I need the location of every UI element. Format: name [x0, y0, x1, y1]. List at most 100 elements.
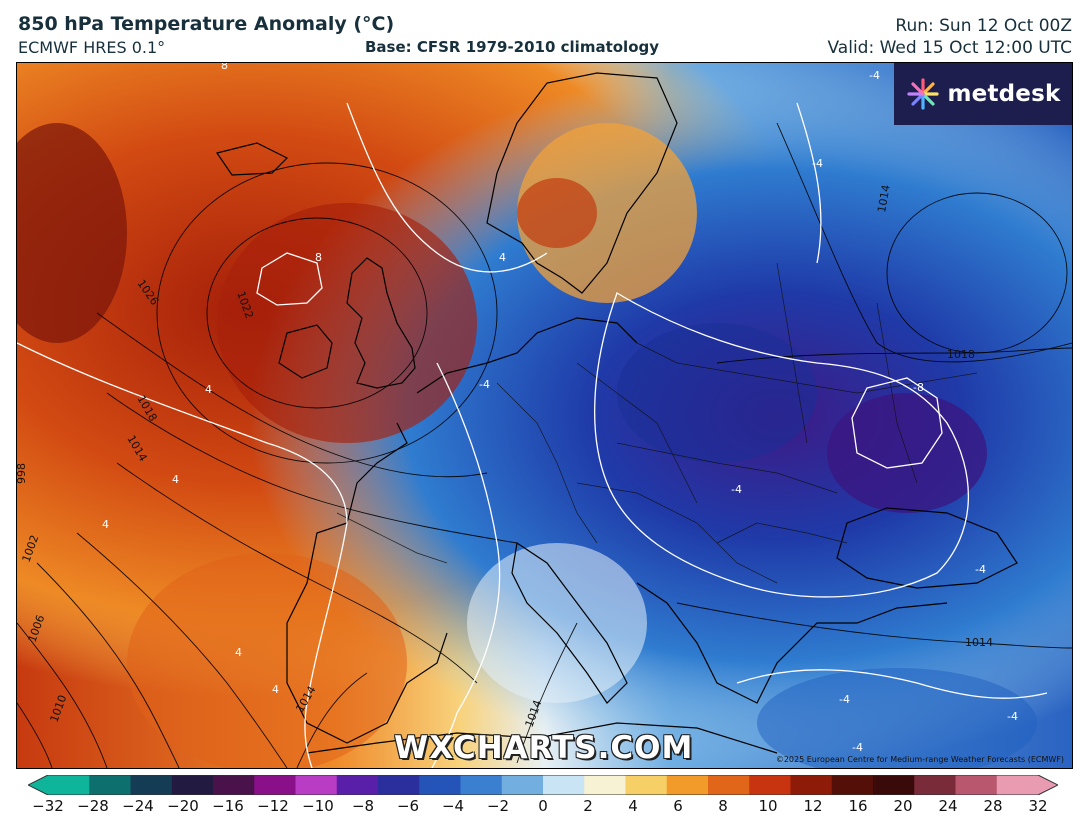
valid-time-label: Valid: Wed 15 Oct 12:00 UTC: [827, 38, 1073, 58]
isobar-label: 1014: [965, 636, 993, 649]
colorbar-segment: [213, 775, 255, 795]
italy-pale: [467, 543, 647, 703]
colorbar-segment: [336, 775, 379, 795]
scandinavia-warm: [517, 123, 697, 303]
colorbar: [28, 775, 1058, 795]
anomaly-label: 8: [315, 251, 322, 264]
colorbar-segment: [543, 775, 585, 795]
model-label: ECMWF HRES 0.1°: [18, 38, 166, 57]
anomaly-label: -4: [839, 693, 850, 706]
colorbar-segment: [790, 775, 833, 795]
colorbar-tick-label: 10: [758, 797, 778, 815]
black-sea-coast: [836, 507, 1018, 589]
colorbar-segment: [914, 775, 957, 795]
minus4-contour-central: [594, 292, 969, 598]
colorbar-tick-label: 2: [583, 797, 593, 815]
colorbar-tick-label: 6: [673, 797, 683, 815]
minus4-contour-north-east: [796, 102, 822, 264]
colorbar-segment: [89, 775, 132, 795]
colorbar-tick-label: 24: [938, 797, 958, 815]
colorbar-tick-label: −6: [396, 797, 420, 815]
colorbar-tick-label: 12: [803, 797, 823, 815]
country-borders: [336, 262, 978, 584]
colorbar-segment: [625, 775, 668, 795]
anomaly-label: 4: [102, 518, 109, 531]
colorbar-tick-label: −28: [77, 797, 109, 815]
anomaly-label: 4: [205, 383, 212, 396]
deep-warm-core: [17, 123, 127, 343]
minus4-contour-east-med: [736, 669, 1048, 699]
anomaly-label: 4: [172, 473, 179, 486]
anomaly-label: 4: [235, 646, 242, 659]
climatology-base-label: Base: CFSR 1979-2010 climatology: [365, 38, 660, 56]
colorbar-segment: [873, 775, 915, 795]
colorbar-tick-label: −8: [351, 797, 375, 815]
scandinavia-coast: [486, 72, 678, 294]
plus4-contour-atlantic: [17, 342, 348, 768]
iberia-warm: [127, 553, 407, 768]
colorbar-segment: [708, 775, 750, 795]
ireland-coast: [278, 324, 333, 379]
balkans-coast: [636, 582, 948, 704]
anomaly-label: 4: [499, 251, 506, 264]
colorbar-segment: [666, 775, 709, 795]
anomaly-label: 8: [221, 63, 228, 72]
run-time-label: Run: Sun 12 Oct 00Z: [895, 16, 1072, 36]
colorbar-tick-label: 0: [538, 797, 548, 815]
isobar-label: 1014: [875, 184, 893, 214]
copyright-notice: ©2025 European Centre for Medium-range W…: [775, 755, 1064, 764]
isobar-label: 998: [17, 463, 28, 484]
colorbar-segment: [460, 775, 503, 795]
colorbar-segment: [831, 775, 874, 795]
anomaly-label: 4: [272, 683, 279, 696]
map-panel: 1026 1022 1018 1014 1010 1006 1002 998 1…: [16, 62, 1073, 769]
colorbar-tick-label: 28: [983, 797, 1003, 815]
coastlines: [216, 72, 1018, 754]
italy-coast: [511, 541, 628, 704]
colorbar-tick-labels: −32 −28 −24 −20 −16 −12 −10 −8 −6 −4 −2 0 2 4 6 8 10 12 16…: [0, 797, 1088, 819]
baltic-warm-core: [517, 178, 597, 248]
high-pressure-isobar-inner: [206, 217, 428, 409]
colorbar-segment: [419, 775, 462, 795]
anomaly-label: -4: [731, 483, 742, 496]
colorbar-tick-label: −24: [122, 797, 154, 815]
watermark: WXCHARTS.COM: [394, 730, 694, 766]
anomaly-map: 1026 1022 1018 1014 1010 1006 1002 998 1…: [17, 63, 1072, 768]
colorbar-tick-label: 20: [893, 797, 913, 815]
anomaly-label: -4: [1007, 710, 1018, 723]
metdesk-logo[interactable]: metdesk: [894, 63, 1072, 125]
colorbar-segment: [48, 775, 90, 795]
continent-west-coast: [286, 317, 638, 744]
anomaly-labels: 8 8 4 4 4 4 4 4 -4 -4 -4 -4 -8 -4 -4 -4 …: [102, 63, 1018, 754]
anomaly-label: -8: [913, 381, 924, 394]
colorbar-segment: [130, 775, 173, 795]
colorbar-segment: [501, 775, 544, 795]
isobar-label: 1018: [947, 348, 975, 361]
colorbar-segment: [955, 775, 998, 795]
plus4-contour-north: [346, 102, 548, 273]
minus8-contour-ukraine: [851, 377, 943, 469]
colorbar-tick-label: −4: [441, 797, 465, 815]
colorbar-max-extend: [1038, 775, 1058, 795]
colorbar-tick-label: −12: [257, 797, 289, 815]
anomaly-contours: [17, 102, 1048, 768]
colorbar-tick-label: −16: [212, 797, 244, 815]
uk-warm-core: [217, 203, 477, 443]
colorbar-segment: [254, 775, 297, 795]
colorbar-tick-label: −2: [486, 797, 510, 815]
colorbar-min-extend: [28, 775, 48, 795]
north-africa-coast: [306, 722, 778, 754]
colorbar-tick-label: −20: [167, 797, 199, 815]
colorbar-segment: [584, 775, 627, 795]
colorbar-segment: [171, 775, 214, 795]
colorbar-tick-label: 32: [1028, 797, 1048, 815]
colorbar-tick-label: 4: [628, 797, 638, 815]
colorbar-segment: [996, 775, 1039, 795]
logo-text: metdesk: [947, 81, 1061, 107]
colorbar-tick-label: −10: [302, 797, 334, 815]
colorbar-tick-label: −32: [32, 797, 64, 815]
anomaly-label: -4: [852, 741, 863, 754]
colorbar-segment: [378, 775, 420, 795]
colorbar-segment: [295, 775, 338, 795]
isobars: [17, 122, 1072, 768]
